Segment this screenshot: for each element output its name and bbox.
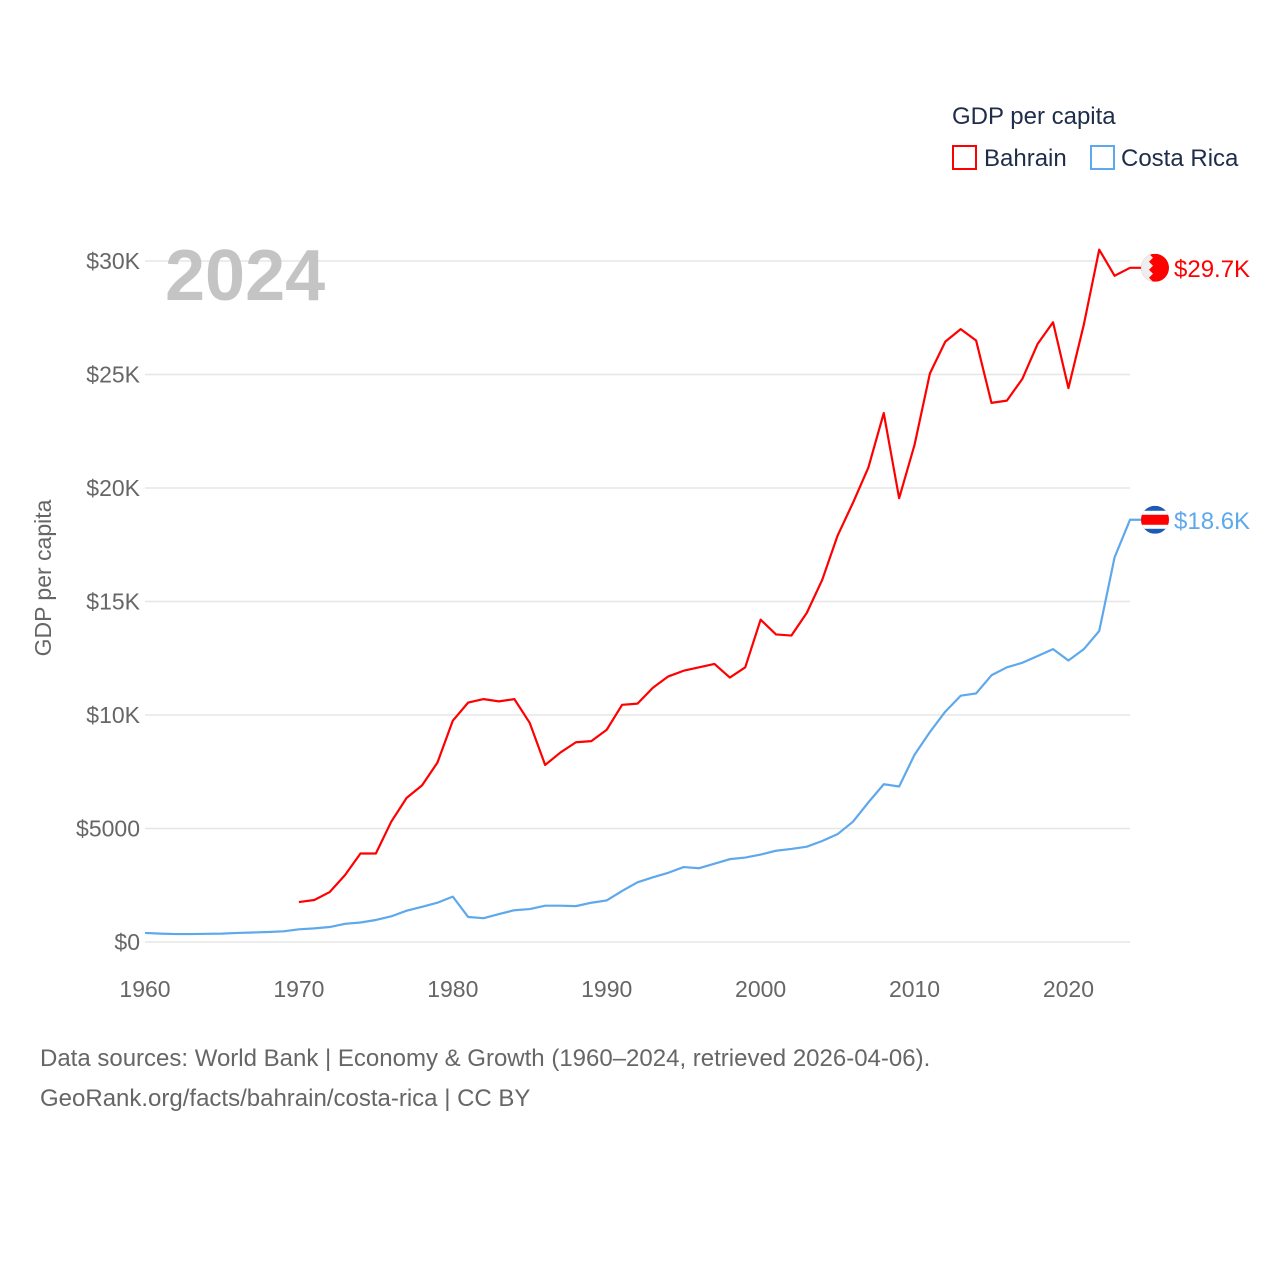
y-axis-label: GDP per capita (30, 499, 56, 656)
legend-item-bahrain[interactable]: Bahrain (952, 145, 1067, 172)
series-lines (144, 248, 1142, 936)
y-axis-ticks: $0 $5000 $10K $15K $20K $25K $30K (76, 248, 141, 955)
flag-bahrain-icon (1141, 253, 1169, 282)
y-tick-label: $15K (86, 589, 140, 615)
x-tick-label: 2000 (735, 976, 786, 1002)
legend-label-costa-rica: Costa Rica (1121, 145, 1239, 172)
end-value-label: $29.7K (1174, 256, 1250, 283)
end-value-label: $18.6K (1174, 508, 1250, 535)
x-tick-label: 2020 (1043, 976, 1094, 1002)
y-tick-label: $0 (114, 929, 140, 955)
y-tick-label: $30K (86, 248, 140, 274)
x-tick-label: 1960 (119, 976, 170, 1002)
footer-attribution[interactable]: GeoRank.org/facts/bahrain/costa-rica | C… (40, 1085, 531, 1112)
legend-swatch-costa-rica (1090, 145, 1115, 170)
series-line-costa-rica (144, 518, 1142, 936)
x-tick-label: 1980 (427, 976, 478, 1002)
x-tick-label: 1990 (581, 976, 632, 1002)
x-tick-label: 1970 (273, 976, 324, 1002)
legend-title: GDP per capita (952, 103, 1116, 130)
x-axis-ticks: 1960 1970 1980 1990 2000 2010 2020 (119, 976, 1094, 1002)
y-tick-label: $25K (86, 362, 140, 388)
legend-swatch-bahrain (952, 145, 977, 170)
y-tick-label: $5000 (76, 816, 140, 842)
footer-sources: Data sources: World Bank | Economy & Gro… (40, 1045, 931, 1072)
y-tick-label: $20K (86, 475, 140, 501)
series-line-bahrain (298, 248, 1142, 904)
legend-label-bahrain: Bahrain (984, 145, 1067, 172)
series-end-labels: $29.7K $18.6K (1141, 253, 1250, 535)
flag-costa-rica-icon (1141, 505, 1169, 534)
x-tick-label: 2010 (889, 976, 940, 1002)
gridlines (145, 260, 1130, 943)
legend-item-costa-rica[interactable]: Costa Rica (1090, 145, 1239, 172)
year-watermark: 2024 (165, 236, 325, 316)
y-tick-label: $10K (86, 702, 140, 728)
